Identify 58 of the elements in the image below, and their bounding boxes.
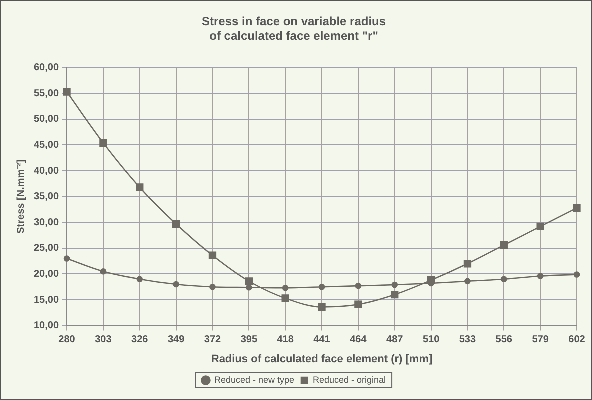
x-tick-label: 441 [314,334,331,346]
legend-label: Reduced - new type [214,374,295,385]
x-tick-label: 395 [240,334,258,346]
y-tick-label: 55,00 [34,88,60,100]
x-tick-label: 418 [277,334,294,346]
point [318,303,326,312]
y-tick-label: 25,00 [34,243,60,254]
y-tick-label: 40,00 [34,166,60,177]
y-tick-label: 30,00 [34,217,60,228]
x-axis-title: Radius of calculated face element (r) [mm] [211,353,433,366]
x-tick-label: 533 [459,334,476,346]
legend-label: Reduced - original [313,374,386,385]
x-tick-label: 326 [132,334,149,346]
point [392,282,398,288]
x-tick-label: 510 [422,334,440,346]
x-tick-label: 602 [568,334,586,346]
x-tick-label: 487 [386,334,404,346]
point [573,204,581,212]
point [355,282,362,290]
point [136,276,144,283]
x-tick-label: 464 [350,334,368,346]
point [100,139,108,147]
point [354,300,362,308]
point [245,278,253,286]
y-tick-label: 15,00 [34,294,60,306]
y-axis-title: Stress [N.mm⁻²] [16,160,27,234]
x-tick-label: 556 [496,334,513,346]
point [500,241,508,250]
x-tick-label: 303 [95,334,112,346]
x-tick-label: 372 [204,334,222,346]
x-tick-label: 349 [168,334,186,346]
point [282,294,290,302]
x-tick-label: 280 [58,334,76,346]
y-tick-label: 35,00 [34,192,60,203]
point [536,222,544,231]
point [391,291,399,299]
point [537,273,544,280]
point [318,284,326,290]
y-tick-label: 50,00 [34,114,60,126]
chart-title: Stress in face on variable radius of calculated face element "r" [202,14,386,43]
point [464,278,471,285]
point [210,284,216,290]
point [574,272,580,278]
point [208,252,217,260]
y-tick-label: 60,00 [34,62,60,74]
point [64,256,70,262]
y-tick-label: 10,00 [34,320,60,332]
point [173,281,180,288]
point [500,276,508,283]
x-tick-label: 579 [532,334,550,346]
point [282,284,289,292]
point [172,220,180,228]
y-tick-label: 20,00 [34,268,60,280]
point [246,284,252,291]
point [464,260,472,268]
point [136,184,144,192]
point [100,268,107,275]
y-tick-label: 45,00 [34,140,60,151]
